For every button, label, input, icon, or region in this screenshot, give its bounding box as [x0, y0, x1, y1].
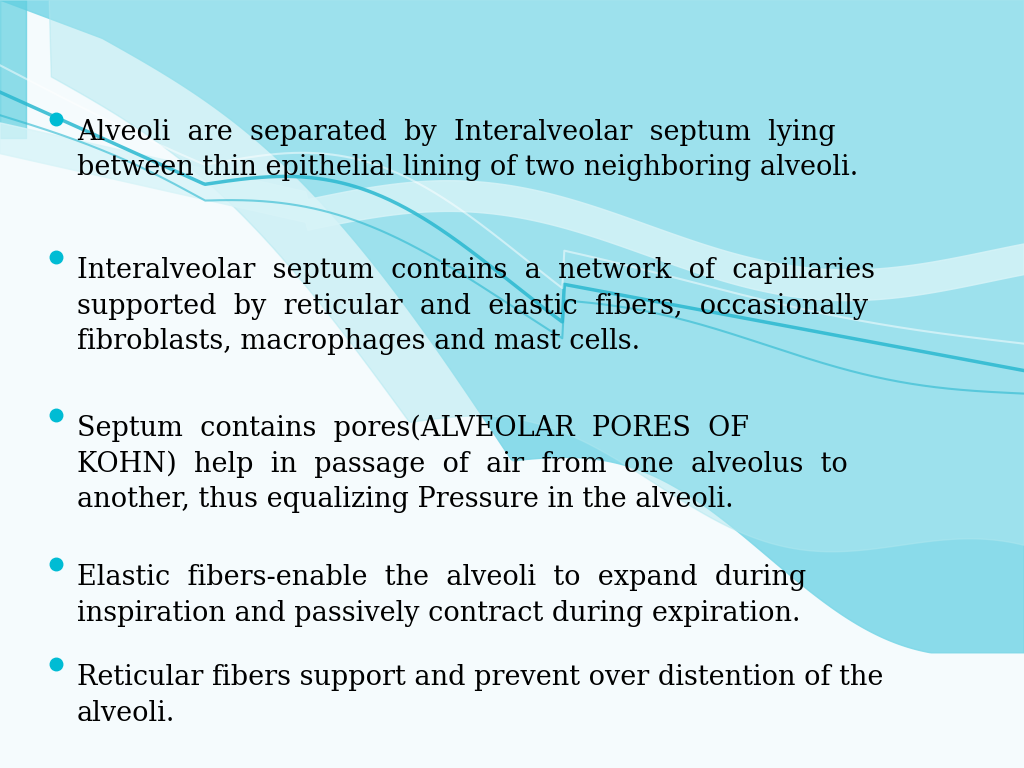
Text: Elastic  fibers-enable  the  alveoli  to  expand  during
inspiration and passive: Elastic fibers-enable the alveoli to exp…: [77, 564, 806, 627]
Text: Alveoli  are  separated  by  Interalveolar  septum  lying
between thin epithelia: Alveoli are separated by Interalveolar s…: [77, 119, 858, 181]
Text: Septum  contains  pores(ALVEOLAR  PORES  OF
KOHN)  help  in  passage  of  air  f: Septum contains pores(ALVEOLAR PORES OF …: [77, 415, 848, 514]
Text: Reticular fibers support and prevent over distention of the
alveoli.: Reticular fibers support and prevent ove…: [77, 664, 883, 727]
Text: Interalveolar  septum  contains  a  network  of  capillaries
supported  by  reti: Interalveolar septum contains a network …: [77, 257, 874, 355]
